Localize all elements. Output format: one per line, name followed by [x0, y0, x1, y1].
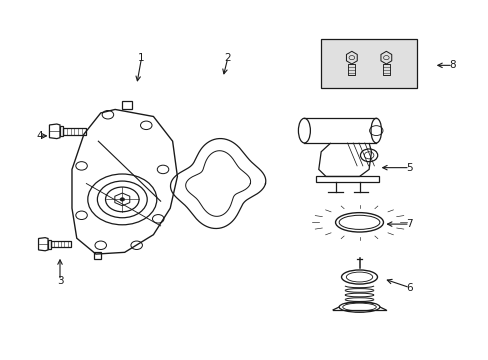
Text: 4: 4 [36, 131, 42, 141]
Text: 5: 5 [406, 163, 412, 173]
FancyBboxPatch shape [321, 39, 416, 88]
Bar [382, 64, 389, 76]
Text: 7: 7 [406, 219, 412, 229]
Text: 8: 8 [449, 60, 455, 70]
Circle shape [120, 198, 124, 201]
Text: 6: 6 [406, 283, 412, 293]
Text: 2: 2 [224, 53, 230, 63]
Bar [348, 64, 355, 76]
Text: 1: 1 [138, 53, 144, 63]
Text: 3: 3 [57, 275, 63, 285]
